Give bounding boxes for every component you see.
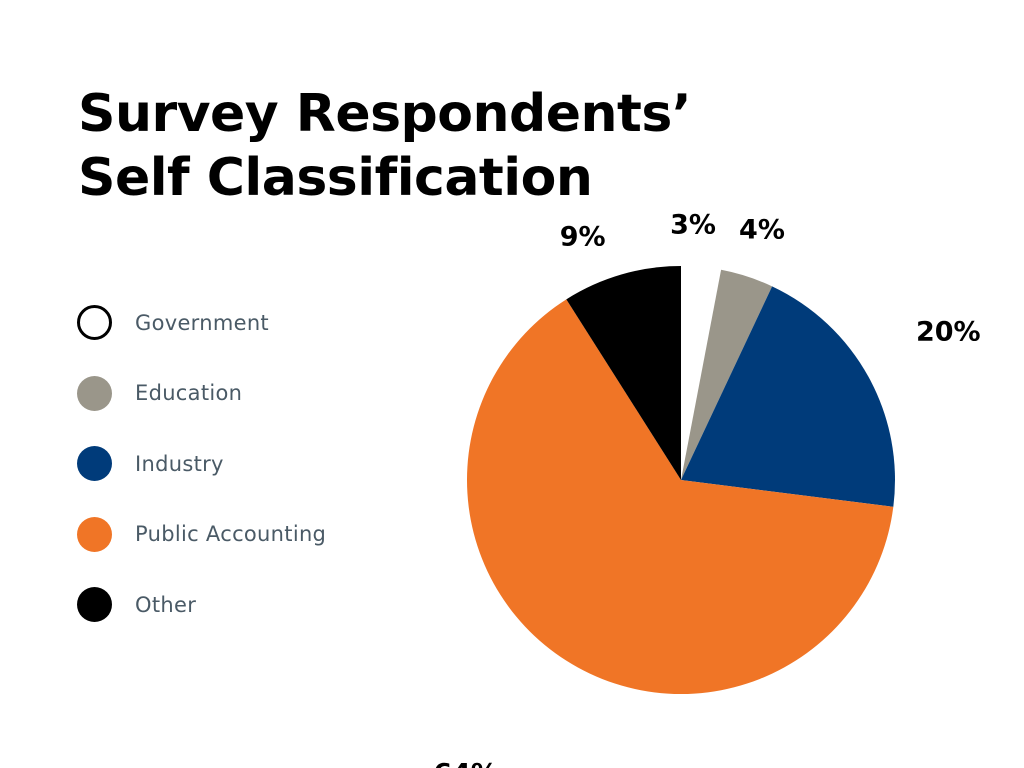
pie-label-government: 3%: [670, 210, 716, 241]
legend-label-education: Education: [135, 381, 243, 405]
legend-label-other: Other: [135, 592, 197, 617]
legend-item-other: Other: [77, 587, 397, 622]
pie-label-other: 9%: [560, 222, 606, 253]
legend-label-industry: Industry: [135, 451, 224, 476]
pie-slice-government: [681, 266, 722, 480]
chart-title: Survey Respondents’ Self Classification: [78, 84, 692, 208]
legend-swatch-government: [77, 305, 112, 340]
pie-slice-industry: [681, 286, 895, 507]
pie-slice-education: [681, 269, 773, 480]
legend-item-industry: Industry: [77, 446, 397, 481]
legend-swatch-industry: [77, 446, 112, 481]
pie-slice-other: [566, 266, 681, 480]
legend: Government Education Industry Public Acc…: [77, 305, 397, 658]
pie-slice-public-accounting: [466, 299, 894, 695]
pie-slices: [466, 266, 895, 695]
pie-label-industry: 20%: [916, 317, 981, 348]
legend-item-public-accounting: Public Accounting: [77, 516, 397, 552]
legend-swatch-other: [77, 587, 112, 622]
pie-label-education: 4%: [739, 214, 785, 245]
legend-label-public-accounting: Public Accounting: [135, 522, 327, 546]
legend-item-government: Government: [77, 305, 397, 340]
legend-item-education: Education: [77, 375, 397, 411]
pie-label-public-accounting: 64%: [433, 758, 498, 768]
pie-labels: 3% 4% 20% 64% 9%: [433, 210, 980, 768]
legend-swatch-education: [77, 375, 112, 411]
legend-label-government: Government: [135, 310, 269, 335]
legend-swatch-public-accounting: [77, 516, 112, 552]
